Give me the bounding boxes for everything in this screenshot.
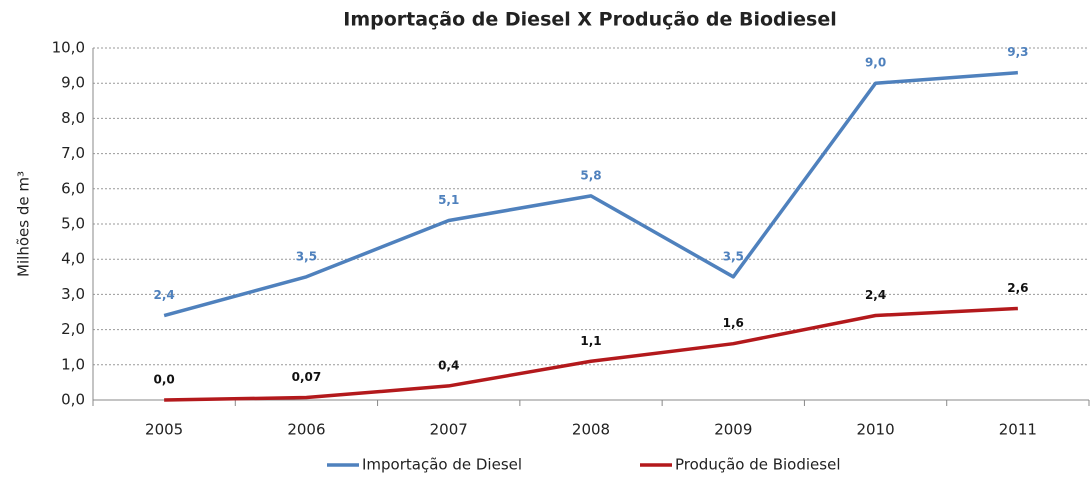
data-label: 0,07 [292, 370, 322, 384]
data-label: 9,3 [1007, 45, 1028, 59]
data-line [163, 70, 1018, 318]
y-tick-label: 3,0 [61, 285, 85, 303]
y-tick-label: 0,0 [61, 391, 85, 409]
x-tick-label: 2010 [856, 421, 894, 439]
x-tick-label: 2007 [430, 421, 468, 439]
data-label: 5,1 [438, 193, 459, 207]
x-tick-label: 2005 [145, 421, 183, 439]
y-tick-label: 1,0 [61, 355, 85, 373]
data-label: 0,4 [438, 358, 459, 372]
y-tick-label: 4,0 [61, 250, 85, 268]
y-tick-label: 5,0 [61, 215, 85, 233]
y-tick-label: 10,0 [52, 39, 85, 57]
data-label: 9,0 [865, 56, 886, 70]
data-label: 2,4 [154, 288, 175, 302]
y-tick-label: 8,0 [61, 109, 85, 127]
y-tick-label: 7,0 [61, 144, 85, 162]
y-tick-label: 6,0 [61, 179, 85, 197]
x-tick-label: 2011 [999, 421, 1037, 439]
x-tick-label: 2009 [714, 421, 752, 439]
data-label: 2,6 [1007, 281, 1028, 295]
data-label: 2,4 [865, 288, 886, 302]
data-label: 1,6 [723, 316, 744, 330]
legend-label: Importação de Diesel [362, 456, 522, 474]
data-label: 3,5 [723, 249, 744, 263]
y-tick-label: 9,0 [61, 74, 85, 92]
chart-title: Importação de Diesel X Produção de Biodi… [343, 9, 837, 31]
data-label: 1,1 [580, 334, 601, 348]
data-label: 5,8 [580, 168, 601, 182]
data-label: 3,5 [296, 249, 317, 263]
y-axis-label: Milhões de m³ [15, 171, 33, 277]
legend-label: Produção de Biodiesel [675, 456, 841, 474]
x-tick-label: 2008 [572, 421, 610, 439]
data-line [164, 306, 1018, 402]
x-tick-label: 2006 [287, 421, 325, 439]
data-label: 0,0 [154, 373, 175, 387]
y-tick-label: 2,0 [61, 320, 85, 338]
